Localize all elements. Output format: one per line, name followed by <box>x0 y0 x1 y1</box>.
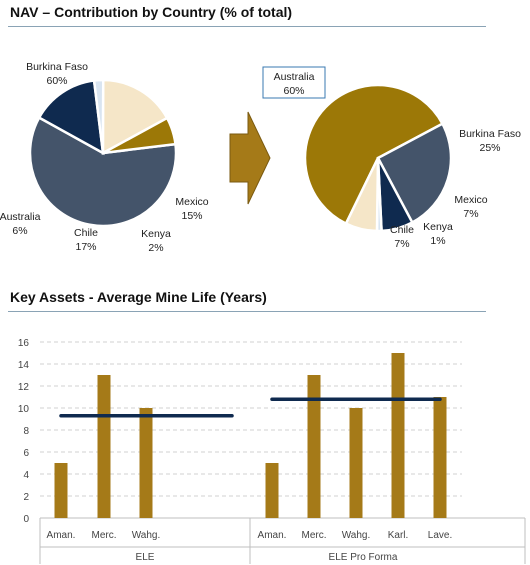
x-tick-label: Lave. <box>428 530 452 541</box>
pie-right-slice-burkina-faso <box>376 122 453 225</box>
pie-left-value-kenya: 2% <box>148 242 163 254</box>
x-tick-label: Wahg. <box>342 530 371 541</box>
y-tick-label: 8 <box>23 426 29 437</box>
bar-ele-wahg <box>139 408 153 518</box>
bar-ele-pro-forma-merc <box>307 375 321 518</box>
bar-ele-pro-forma-aman <box>265 463 279 518</box>
x-tick-label: Aman. <box>47 530 76 541</box>
pie-left-value-chile: 17% <box>75 241 96 253</box>
pie-right-value-chile: 7% <box>394 238 409 250</box>
pie-left-label-burkina-faso: Burkina Faso <box>26 61 88 73</box>
title-divider <box>8 26 486 27</box>
pie-right-slice-australia <box>303 83 445 226</box>
y-tick-label: 14 <box>18 360 30 371</box>
pie-left-slice-mexico <box>37 79 105 156</box>
y-tick-label: 0 <box>23 514 29 525</box>
bar-ele-pro-forma-wahg <box>349 408 363 518</box>
pie-left-label-mexico: Mexico <box>175 196 208 208</box>
transition-arrow-icon <box>229 111 271 205</box>
x-tick-label: Karl. <box>388 530 409 541</box>
x-tick-label: Merc. <box>302 530 327 541</box>
pie-right-label-chile: Chile <box>390 224 414 236</box>
pie-left-slice-chile <box>101 78 169 156</box>
mine-life-bar-chart: 0 2 4 6 8 10 12 14 16 Aman. Merc. Wahg. ELE Aman. Merc… <box>18 338 526 564</box>
pie-right-value-mexico: 7% <box>463 208 478 220</box>
mine-life-title: Key Assets - Average Mine Life (Years) <box>10 289 267 305</box>
pie-left-value-mexico: 15% <box>181 210 202 222</box>
group-label-ele-pro-forma: ELE Pro Forma <box>329 552 398 563</box>
group-label-ele: ELE <box>136 552 155 563</box>
pie-left-label-kenya: Kenya <box>141 228 171 240</box>
pie-right-label-kenya: Kenya <box>423 221 453 233</box>
bar-ele-pro-forma-karl <box>391 353 405 518</box>
bar-ele-aman <box>54 463 68 518</box>
pie-right-value-australia: 60% <box>283 85 304 97</box>
title-divider <box>8 311 486 312</box>
y-tick-label: 2 <box>23 492 29 503</box>
bar-ele-pro-forma-lave <box>433 397 447 518</box>
pie-left-value-australia: 6% <box>12 225 27 237</box>
y-tick-label: 4 <box>23 470 29 481</box>
pie-right-value-burkina-faso: 25% <box>479 142 500 154</box>
y-tick-label: 10 <box>18 404 30 415</box>
pie-left-label-australia: Australia <box>0 211 41 223</box>
y-tick-label: 6 <box>23 448 29 459</box>
pie-right-label-burkina-faso: Burkina Faso <box>459 128 521 140</box>
pie-left-value-burkina-faso: 60% <box>46 75 67 87</box>
y-tick-label: 16 <box>18 338 30 349</box>
x-tick-label: Merc. <box>92 530 117 541</box>
pie-right-callout-box <box>262 66 326 99</box>
nav-contribution-title: NAV – Contribution by Country (% of tota… <box>10 4 293 20</box>
pie-right-value-kenya: 1% <box>430 235 445 247</box>
y-tick-label: 12 <box>18 382 30 393</box>
x-tick-label: Aman. <box>258 530 287 541</box>
pie-left-slice-burkina-faso <box>28 115 178 228</box>
pie-left-slice-australia <box>102 116 177 155</box>
nav-pie-charts: Burkina Faso 60% Mexico 15% Kenya 2% Chile 17% A… <box>0 61 521 254</box>
pie-right-label-mexico: Mexico <box>454 194 487 206</box>
pie-right-slice-chile <box>344 157 380 233</box>
pie-right-label-australia: Australia <box>274 71 315 83</box>
bar-ele-merc <box>97 375 111 518</box>
pie-left-label-chile: Chile <box>74 227 98 239</box>
x-tick-label: Wahg. <box>132 530 161 541</box>
